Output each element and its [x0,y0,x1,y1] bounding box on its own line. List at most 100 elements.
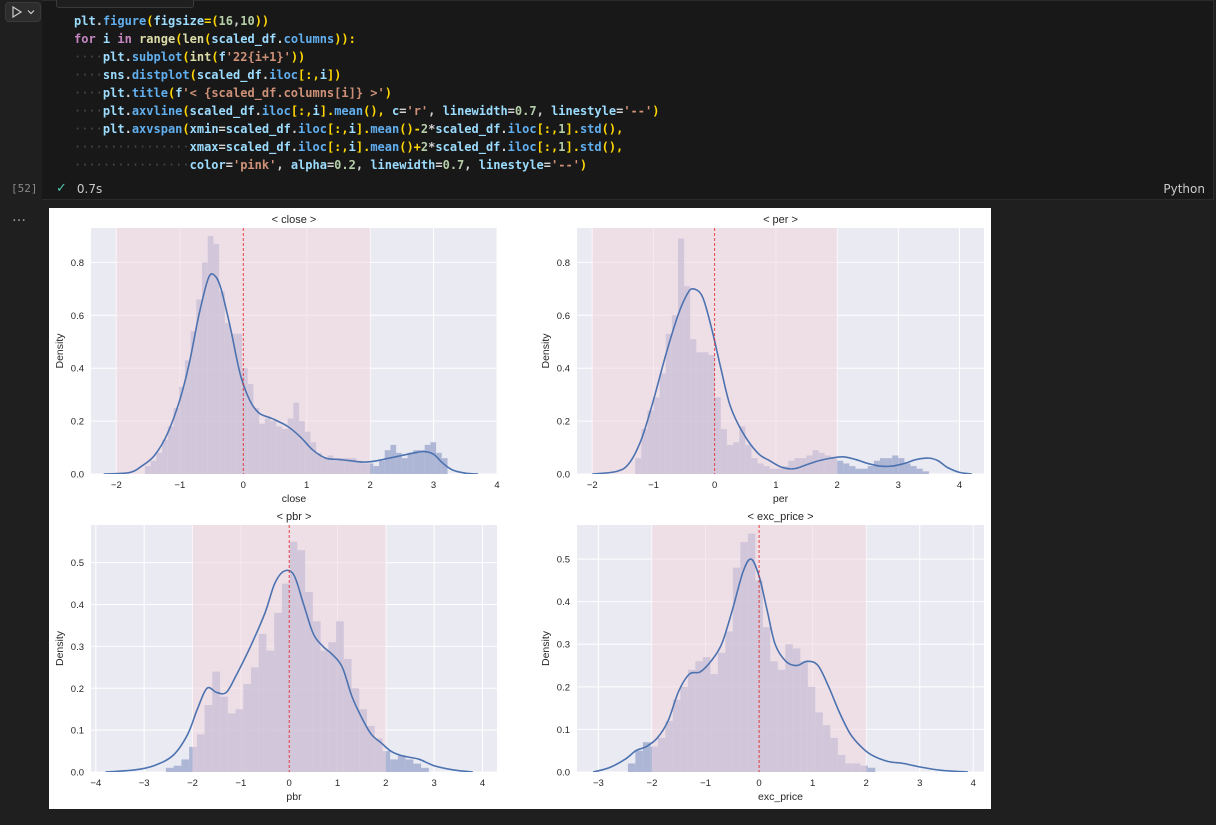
code-editor[interactable]: plt.figure(figsize=(16,10)) for i in rang… [42,0,1214,200]
y-tick-label: 0.8 [557,258,570,269]
x-tick-label: −2 [187,778,198,789]
y-tick-label: 0.8 [71,258,84,269]
y-tick-label: 0.2 [71,684,84,695]
x-tick-label: 2 [834,480,839,491]
x-tick-label: 0 [287,778,292,789]
code-line[interactable]: ····plt.subplot(int(f'22{i+1}')) [74,50,306,64]
code-line[interactable]: ················color='pink', alpha=0.2,… [74,158,588,172]
x-tick-label: 3 [431,480,436,491]
y-axis-label: Density [54,630,66,666]
histogram-bar [849,466,856,474]
cell-gutter: [52] [0,0,42,202]
histogram-bar [837,460,844,474]
y-axis-label: Density [540,333,552,369]
x-tick-label: 1 [810,778,815,789]
output-menu-icon[interactable]: … [12,209,27,225]
code-line[interactable]: ····plt.axvspan(xmin=scaled_df.iloc[:,i]… [74,122,624,136]
histogram-bar [855,468,862,474]
histogram-bar [635,750,643,772]
execution-time: 0.7s [76,181,103,196]
histogram-bar [382,751,391,772]
code-text[interactable]: plt.figure(figsize=(16,10)) for i in rang… [74,12,659,174]
kde-line [592,287,972,474]
x-tick-label: 1 [335,778,340,789]
y-tick-label: 0.5 [557,555,570,566]
histogram-bar [430,442,437,474]
x-axis-label: exc_price [758,791,803,803]
histogram-bar [379,460,385,474]
histogram-bar [642,742,651,772]
y-tick-label: 0.4 [557,364,570,375]
y-tick-label: 0.6 [557,311,570,322]
code-line[interactable]: ····sns.distplot(scaled_df.iloc[:,i]) [74,68,342,82]
histogram-bar [922,471,929,474]
x-tick-label: −2 [647,778,658,789]
x-tick-label: −1 [648,480,659,491]
kde-line [105,569,473,772]
subplot-2: −2 −1 0 1 2 3 4 0.0 0.2 0.4 0.6 0.8 per Density < per … [540,214,984,505]
cell-language[interactable]: Python [1163,182,1205,196]
histogram-bar [627,763,636,772]
y-tick-label: 0.0 [71,470,84,481]
execution-status: ✓ 0.7s [56,181,102,196]
histogram-bar [165,767,174,772]
histogram-bar [401,458,408,474]
x-tick-label: 2 [864,778,869,789]
x-tick-label: −1 [174,480,185,491]
histogram-bar [413,763,422,772]
x-tick-label: −4 [90,778,101,789]
run-cell-button[interactable] [5,2,41,22]
histogram-bar [910,466,917,474]
kde-line [592,558,968,772]
histogram-bar [421,767,429,772]
x-tick-label: 2 [383,778,388,789]
plot-area [577,525,984,772]
histogram-bar [373,466,380,474]
x-tick-label: 3 [432,778,437,789]
histogram-bar [407,452,414,474]
code-line[interactable]: plt.figure(figsize=(16,10)) [74,14,270,28]
histogram-bar [396,452,402,474]
x-axis-label: pbr [286,791,302,803]
y-tick-label: 0.0 [557,470,570,481]
x-tick-label: −3 [139,778,150,789]
subplot-1: −2 −1 0 1 2 3 4 0.0 0.2 0.4 0.6 0.8 close Density < cl… [54,214,500,505]
plot-area [91,228,497,474]
chevron-down-icon[interactable] [27,8,35,16]
y-tick-label: 0.5 [71,558,84,569]
x-tick-label: 0 [756,778,761,789]
histogram-bar [367,463,374,474]
x-tick-label: −1 [235,778,246,789]
histogram-bar [405,759,414,772]
code-line[interactable]: ····plt.axvline(scaled_df.iloc[:,i].mean… [74,104,660,118]
y-tick-label: 0.4 [71,600,84,611]
code-line[interactable]: for i in range(len(scaled_df.columns)): [74,32,356,46]
x-tick-label: 3 [896,480,901,491]
x-tick-label: 4 [971,778,976,789]
subplot-3: −4 −3 −2 −1 0 1 2 3 4 0.0 0.1 0.2 0.3 0.4 0.5 pbr Densit… [54,511,497,803]
subplot-4: −3 −2 −1 0 1 2 3 4 0.0 0.1 0.2 0.3 0.4 0.5 exc_price De… [540,511,984,803]
plot-area [577,228,984,474]
y-tick-label: 0.2 [557,682,570,693]
chart-title: < close > [272,214,317,226]
histogram-bar [384,450,391,474]
editor-toolbar-tab [56,0,194,8]
x-tick-label: 0 [241,480,246,491]
code-line[interactable]: ····plt.title(f'< {scaled_df.columns[i]}… [74,86,392,100]
histogram-bar [181,759,190,772]
chart-title: < pbr > [277,511,312,523]
x-axis-label: close [282,493,307,505]
histogram-bar [892,455,899,474]
x-tick-label: −1 [700,778,711,789]
distplot-figure: −2 −1 0 1 2 3 4 0.0 0.2 0.4 0.6 0.8 close Density < cl… [54,214,984,803]
y-axis-label: Density [54,333,66,369]
chart-title: < per > [763,214,798,226]
histogram-bar [916,468,923,474]
x-tick-label: 4 [957,480,962,491]
y-tick-label: 0.2 [71,417,84,428]
y-tick-label: 0.1 [71,726,84,737]
histogram-bar [413,450,419,474]
plot-area [91,525,497,772]
histogram-bar [843,463,850,474]
code-line[interactable]: ················xmax=scaled_df.iloc[:,i]… [74,140,624,154]
